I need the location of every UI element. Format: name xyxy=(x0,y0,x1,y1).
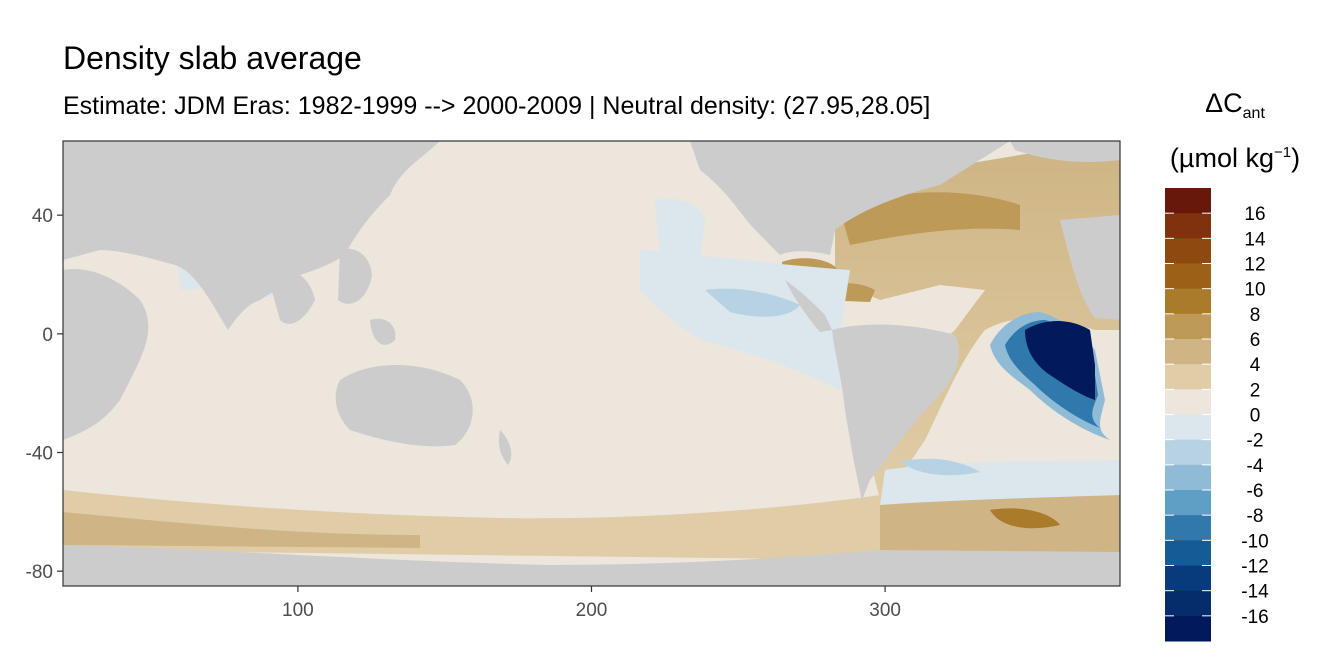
land-masses xyxy=(63,141,1120,500)
x-tick-label: 100 xyxy=(282,600,314,621)
india-land xyxy=(270,268,315,324)
y-tick-label: -40 xyxy=(26,444,53,465)
legend-title-symbol: ΔC xyxy=(1205,88,1243,118)
legend-title: ΔCant xyxy=(1160,88,1310,129)
legend-swatch xyxy=(1165,439,1211,466)
north-pacific-negative xyxy=(655,198,705,260)
weddell-region xyxy=(880,492,1120,560)
legend-label: 10 xyxy=(1244,280,1265,301)
greenland-land xyxy=(1010,141,1120,162)
australia-land xyxy=(335,365,473,447)
legend-label: 12 xyxy=(1244,255,1265,276)
weddell-dark xyxy=(990,508,1060,529)
legend-swatch xyxy=(1165,288,1211,315)
legend-label: -14 xyxy=(1241,582,1269,603)
north-america-land xyxy=(690,141,1010,255)
north-atlantic-dark xyxy=(840,192,1020,245)
legend-title-subscript: ant xyxy=(1242,105,1265,122)
x-tick-label: 300 xyxy=(869,600,901,621)
central-america-land xyxy=(785,280,832,332)
legend-label: 6 xyxy=(1250,330,1261,351)
y-tick-label: -80 xyxy=(26,562,53,583)
legend-swatch xyxy=(1165,490,1211,516)
legend-label: 8 xyxy=(1250,305,1261,326)
legend-label: -6 xyxy=(1247,481,1264,502)
y-tick-label: 40 xyxy=(32,206,53,227)
southern-ocean-darker xyxy=(63,512,420,548)
eurasia-land xyxy=(63,141,440,330)
legend-unit-close: ) xyxy=(1291,143,1301,173)
legend-swatch xyxy=(1165,590,1211,617)
legend-swatch xyxy=(1165,339,1211,365)
chart-title: Density slab average xyxy=(63,40,362,76)
legend-swatch xyxy=(1165,464,1211,491)
europe-land xyxy=(1060,215,1120,320)
legend-swatch xyxy=(1165,565,1211,592)
legend-swatch xyxy=(1165,414,1211,441)
legend-swatch xyxy=(1165,389,1211,415)
legend-swatch xyxy=(1165,313,1211,340)
chart-subtitle: Estimate: JDM Eras: 1982-1999 --> 2000-2… xyxy=(63,92,931,120)
legend-swatch xyxy=(1165,364,1211,390)
antarctic-land-strip xyxy=(63,568,1120,586)
legend-swatch xyxy=(1165,213,1211,239)
eastern-pacific-strong xyxy=(705,288,800,317)
eastern-pacific-negative xyxy=(640,250,850,390)
legend-label: -10 xyxy=(1241,531,1268,552)
borneo-land xyxy=(370,318,396,345)
southeast-asia-land xyxy=(338,248,372,304)
legend-label: -16 xyxy=(1241,607,1268,628)
legend-label: 14 xyxy=(1244,229,1266,250)
legend-swatch xyxy=(1165,188,1211,214)
legend-swatch xyxy=(1165,515,1211,541)
legend-label: 2 xyxy=(1250,380,1261,401)
legend-swatch xyxy=(1165,263,1211,290)
legend-label: 0 xyxy=(1250,406,1261,427)
gulf-of-guinea-negative-core xyxy=(1025,321,1095,400)
legend-label: -2 xyxy=(1247,431,1264,452)
x-tick-label: 200 xyxy=(576,600,608,621)
legend-swatch xyxy=(1165,615,1211,642)
new-zealand-land xyxy=(498,430,512,465)
legend-swatch xyxy=(1165,540,1211,566)
africa-land xyxy=(63,269,149,440)
legend-unit: (µmol kg−1) xyxy=(1160,138,1310,173)
legend-swatch xyxy=(1165,238,1211,264)
legend-unit-open: (µmol kg xyxy=(1169,143,1274,173)
legend-label: 16 xyxy=(1244,204,1265,225)
legend-label: 4 xyxy=(1250,355,1261,376)
legend-unit-sup: −1 xyxy=(1273,144,1292,161)
south-america-land xyxy=(832,324,959,500)
south-atlantic-negative-core xyxy=(900,458,980,476)
legend-label: -12 xyxy=(1241,557,1268,578)
legend-label: -8 xyxy=(1247,506,1264,527)
legend-label: -4 xyxy=(1247,456,1264,477)
y-tick-label: 0 xyxy=(42,325,53,346)
